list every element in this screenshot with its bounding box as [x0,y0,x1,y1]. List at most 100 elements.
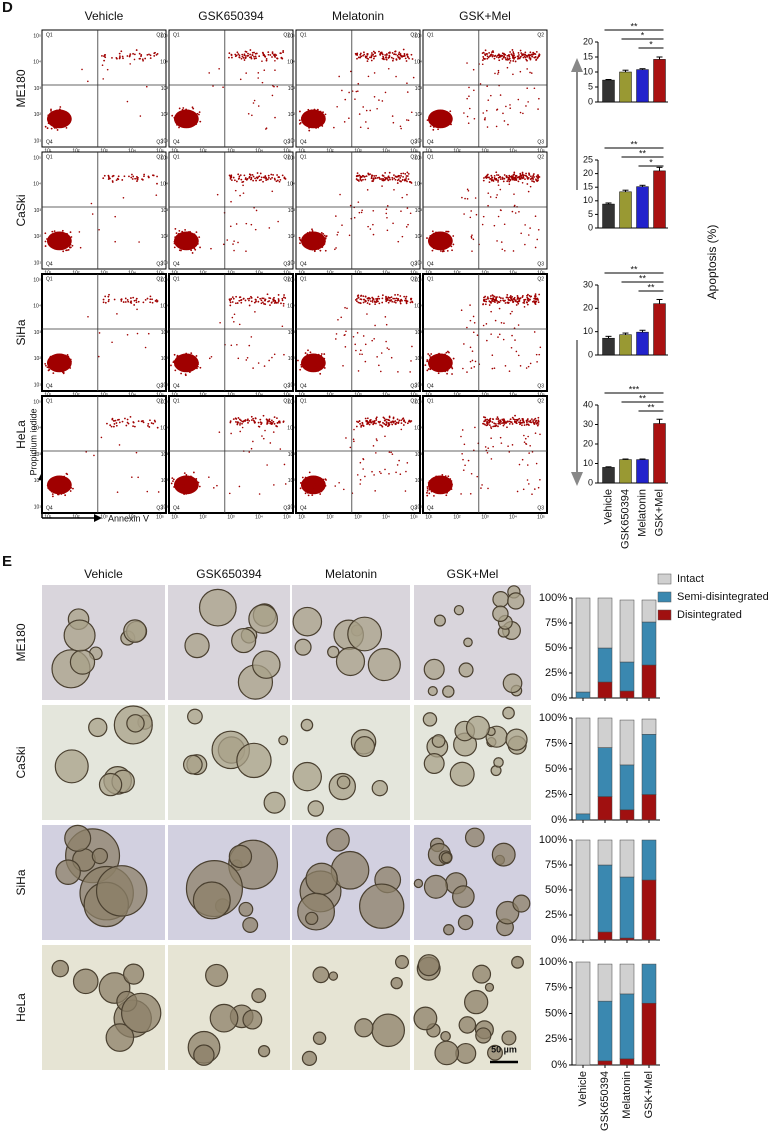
event-dot [427,490,429,492]
event-dot [199,367,201,369]
event-dot [522,420,524,422]
bar-segment [642,964,656,1003]
event-dot [314,367,316,369]
event-dot [438,114,440,116]
event-dot [248,177,250,179]
quadrant-label: Q4 [427,261,434,267]
event-dot [271,357,273,359]
event-dot [134,53,136,55]
event-dot [197,240,199,242]
quadrant-label: Q4 [46,139,53,145]
event-dot [356,426,358,428]
event-dot [537,178,539,180]
event-dot [301,366,303,368]
event-dot [271,56,273,58]
event-dot [186,113,188,115]
event-dot [182,107,184,109]
event-dot [185,356,187,358]
event-dot [251,448,253,450]
organoid [355,1019,373,1037]
event-dot [257,77,259,79]
event-dot [59,485,61,487]
event-dot [312,115,314,117]
event-dot [185,361,187,363]
event-dot [344,99,346,101]
bar [603,338,615,355]
event-dot [434,480,436,482]
event-dot [60,242,62,244]
event-dot [385,341,387,343]
event-dot [488,177,490,179]
event-dot [55,490,57,492]
event-dot [268,297,270,299]
flow-tick-label: 10² [415,112,423,118]
event-dot [427,119,429,121]
event-dot [429,480,431,482]
event-dot [432,368,434,370]
event-dot [367,298,369,300]
event-dot [306,354,308,356]
event-dot [251,301,253,303]
event-dot [149,298,151,300]
event-dot [255,57,257,59]
event-dot [250,178,252,180]
event-dot [467,116,469,118]
event-dot [514,421,516,423]
legend-swatch [658,592,671,602]
event-dot [283,296,285,298]
organoid [513,895,530,912]
quadrant-label: Q1 [300,276,307,282]
event-dot [461,453,463,455]
event-dot [506,175,508,177]
event-dot [363,335,365,337]
event-dot [342,365,344,367]
quadrant-label: Q4 [46,383,53,389]
event-dot [230,301,232,303]
event-dot [433,120,435,122]
event-dot [503,56,505,58]
event-dot [536,361,538,363]
event-dot [310,246,312,248]
flow-tick-label: 10³ [288,208,296,214]
event-dot [514,205,516,207]
y-tick-label: 75% [545,737,567,749]
event-dot [499,334,501,336]
flow-tick-label: 10⁵ [537,514,545,520]
event-dot [498,70,500,72]
event-dot [528,424,530,426]
event-dot [137,333,139,335]
event-dot [114,241,116,243]
event-dot [81,69,83,71]
flow-tick-label: 10¹ [288,260,296,266]
event-dot [350,447,352,449]
event-dot [450,241,452,243]
event-dot [518,52,520,54]
event-dot [241,423,243,425]
event-dot [525,175,527,177]
event-dot [357,179,359,181]
y-tick-label: 50% [545,763,567,775]
flow-tick-label: 10⁵ [33,155,41,161]
event-dot [484,119,486,121]
organoid [313,1032,325,1044]
event-dot [66,482,68,484]
event-dot [486,323,488,325]
event-dot [483,423,485,425]
event-dot [432,250,434,252]
event-dot [59,361,61,363]
event-dot [308,130,310,132]
event-dot [397,182,399,184]
event-dot [47,487,49,489]
event-dot [529,72,531,74]
event-dot [319,239,321,241]
event-dot [305,492,307,494]
event-dot [397,371,399,373]
event-dot [494,175,496,177]
event-dot [366,175,368,177]
event-dot [461,197,463,199]
organoid [454,606,463,615]
event-dot [468,122,470,124]
event-dot [62,120,64,122]
event-dot [433,118,435,120]
event-dot [501,248,503,250]
